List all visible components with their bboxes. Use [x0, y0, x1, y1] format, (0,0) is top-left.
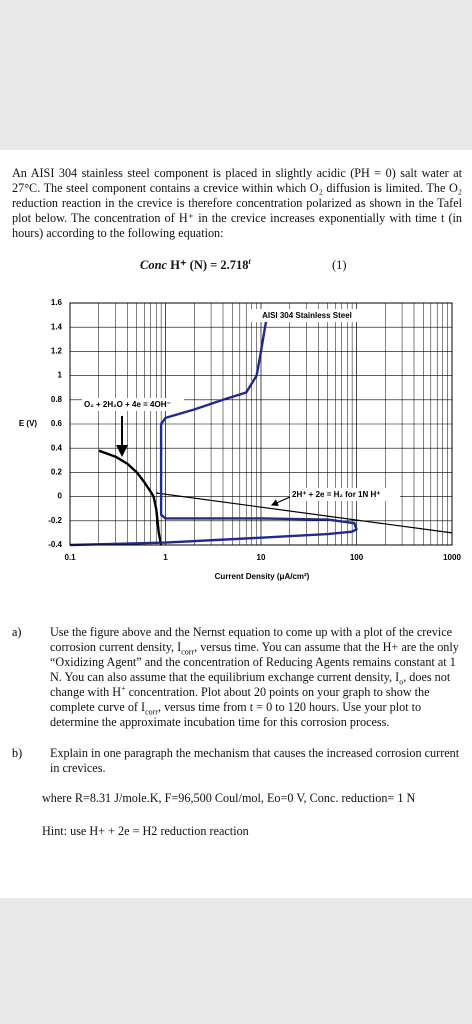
text: Explain in one paragraph the mechanism t… — [50, 746, 460, 775]
equation: Conc H⁺ (N) = 2.718t — [140, 256, 251, 273]
curve — [69, 308, 358, 547]
plot-frame — [69, 302, 453, 546]
document-page: An AISI 304 stainless steel component is… — [0, 150, 472, 898]
x-tick-label: 1 — [163, 553, 168, 562]
subscript: corr — [145, 707, 158, 717]
y-tick-label: 0.2 — [51, 468, 63, 477]
equation-lhs: Conc — [140, 258, 168, 272]
text: , does not change with H — [50, 670, 451, 699]
y-tick-label: -0.4 — [48, 540, 62, 549]
y-tick-label: 1.2 — [51, 347, 63, 356]
superscript: + — [121, 683, 126, 693]
chart: AISI 304 Stainless Steel O₂ + 2H₂O + 4e … — [19, 298, 462, 581]
y-tick-label: 1 — [58, 371, 63, 380]
text: concentration. Plot about 20 points on y… — [50, 685, 430, 714]
y-tick-label: 0.6 — [51, 419, 63, 428]
y-axis-label: E (V) — [19, 419, 38, 428]
y-tick-label: 0 — [58, 492, 63, 501]
annotation: 2H⁺ + 2e = H₂ for 1N H⁺ — [292, 490, 380, 499]
equation-number: (1) — [332, 258, 347, 272]
label-bg — [290, 488, 400, 501]
question-text: Explain in one paragraph the mechanism t… — [50, 746, 470, 776]
label-bg — [250, 309, 364, 322]
intro-paragraph: An AISI 304 stainless steel component is… — [12, 166, 462, 240]
y-tick-label: 1.6 — [51, 298, 63, 307]
question-label: a) — [12, 625, 22, 639]
hint: Hint: use H+ + 2e = H2 reduction reactio… — [42, 824, 249, 838]
equation-rest: H⁺ (N) = 2.718 — [167, 258, 249, 272]
annotation: O₂ + 2H₂O + 4e = 4OH⁻ — [84, 400, 171, 409]
x-tick-label: 0.1 — [64, 553, 76, 562]
label-bg — [82, 398, 184, 411]
y-tick-label: 0.8 — [51, 395, 63, 404]
x-tick-label: 1000 — [443, 553, 461, 562]
question-text: Use the figure above and the Nernst equa… — [50, 625, 470, 730]
y-tick-label: 1.4 — [51, 322, 63, 331]
subscript: corr — [181, 647, 195, 657]
grid — [69, 302, 453, 546]
curve — [156, 492, 453, 534]
question-label: b) — [12, 746, 23, 760]
y-tick-label: 0.4 — [51, 443, 63, 452]
text: , versus time. You can assume that the H… — [50, 640, 459, 684]
curve — [98, 449, 163, 546]
x-tick-label: 100 — [350, 553, 364, 562]
y-tick-label: -0.2 — [48, 516, 62, 525]
x-tick-label: 10 — [257, 553, 266, 562]
equation-exponent: t — [248, 256, 251, 266]
text: Use the figure above and the Nernst equa… — [50, 625, 453, 654]
arrow — [270, 496, 291, 506]
x-axis-label: Current Density (μA/cm²) — [215, 572, 310, 581]
constants: where R=8.31 J/mole.K, F=96,500 Coul/mol… — [42, 791, 416, 805]
curves — [69, 308, 453, 547]
annotation: AISI 304 Stainless Steel — [262, 311, 352, 320]
subscript: o — [399, 677, 404, 687]
text: , versus time from t = 0 to 120 hours. U… — [50, 700, 422, 729]
